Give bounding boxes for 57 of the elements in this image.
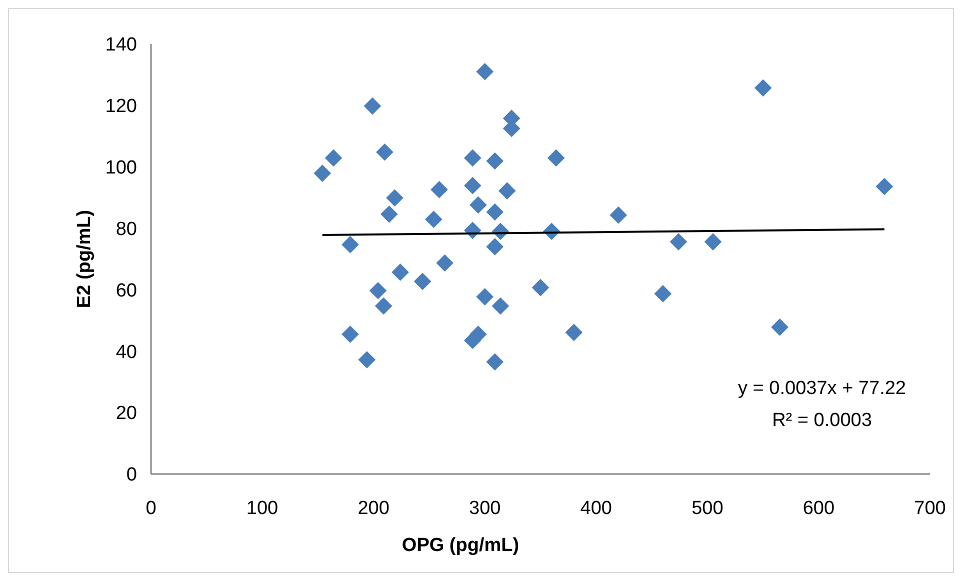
y-tick-label: 60 [116,280,137,302]
y-axis-title: E2 (pg/mL) [74,210,95,308]
point [430,180,448,198]
point [565,324,583,342]
annotation: R² = 0.0003 [772,410,872,431]
point [486,152,504,170]
point [392,264,409,281]
point [486,203,504,221]
x-tick-label: 600 [802,498,835,519]
y-tick-label: 80 [116,218,137,240]
x-tick-label: 700 [914,498,946,519]
y-tick-label: 100 [105,158,137,179]
point [610,206,628,224]
point [486,353,504,371]
point [369,282,387,300]
point [374,297,392,315]
point [380,205,398,223]
x-tick-label: 200 [358,498,390,519]
point [704,233,722,250]
point [364,97,382,115]
x-tick-label: 400 [580,498,612,519]
point [876,178,894,196]
point [754,79,772,97]
point [436,254,454,272]
point [414,272,432,290]
point [314,164,332,182]
y-tick-label: 140 [105,34,137,56]
point [324,149,342,167]
point [476,288,494,306]
x-tick-label: 100 [246,498,278,519]
y-tick-label: 120 [105,96,137,118]
point [498,182,516,200]
y-tick-label: 0 [126,464,137,486]
point [470,196,487,214]
point [464,149,482,167]
point [492,297,510,315]
point [342,326,359,343]
point [386,189,404,207]
point [486,238,504,256]
point [464,176,482,194]
y-tick-label: 40 [116,342,137,363]
point [476,62,494,80]
point [532,278,550,296]
point [771,318,788,336]
point [342,236,359,254]
x-tick-label: 0 [146,498,156,519]
point [670,233,688,250]
point [425,210,442,228]
point [376,143,394,161]
point [654,285,672,302]
y-tick-label: 20 [116,403,137,424]
x-axis-title: OPG (pg/mL) [402,535,520,556]
point [358,351,376,368]
x-tick-label: 300 [469,498,501,519]
x-tick-label: 500 [692,498,724,519]
point [547,149,565,167]
annotation: y = 0.0037x + 77.22 [738,378,906,399]
